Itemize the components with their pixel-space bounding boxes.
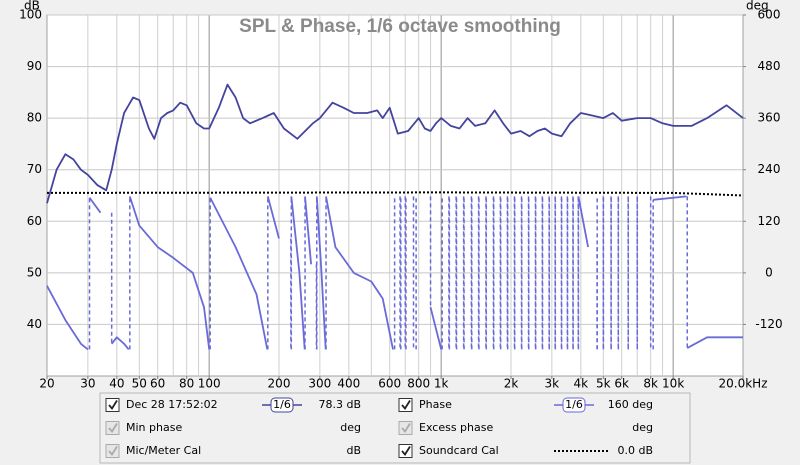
checkmark	[401, 423, 411, 434]
y-tick-label: 50	[27, 265, 42, 279]
y2-tick-label: 240	[758, 162, 781, 176]
legend-label: Excess phase	[419, 421, 493, 434]
x-tick-label: 50	[132, 377, 147, 391]
x-tick-label: 2k	[504, 377, 519, 391]
smoothing-label: 1/6	[565, 398, 583, 411]
y2-tick-label: 360	[758, 111, 781, 125]
x-tick-label: 100	[198, 377, 221, 391]
legend-label: Phase	[419, 398, 452, 411]
x-tick-label: 6k	[614, 377, 629, 391]
x-tick-label: 800	[407, 377, 430, 391]
legend-readout: 0.0 dB	[617, 444, 653, 457]
marks	[46, 83, 744, 351]
legend-readout: 160 deg	[608, 398, 653, 411]
checkmark	[401, 400, 411, 411]
x-tick-label: 60	[150, 377, 165, 391]
checkbox[interactable]	[105, 444, 120, 458]
legend-readout: 78.3 dB	[318, 398, 361, 411]
checkmark	[108, 400, 118, 411]
checkbox[interactable]	[105, 398, 120, 412]
legend-panel: Dec 28 17:52:02 1/6 78.3 dB Phase 1/6 160 deg…	[99, 392, 691, 464]
x-tick-label: 30	[80, 377, 95, 391]
plot-area	[46, 14, 744, 377]
x-tick-label: 10k	[662, 377, 684, 391]
x-tick-label: 8k	[643, 377, 658, 391]
y-tick-label: 100	[19, 8, 42, 22]
series-line	[46, 83, 744, 204]
x-tick-label: 3k	[545, 377, 560, 391]
x-tick-label: 1k	[434, 377, 449, 391]
smoothing-label: 1/6	[273, 398, 291, 411]
smoothing-box[interactable]	[270, 397, 294, 413]
y-tick-label: 60	[27, 214, 42, 228]
x-tick-label: 40	[109, 377, 124, 391]
y-tick-label: 70	[27, 162, 42, 176]
checkbox[interactable]	[105, 421, 120, 435]
x-tick-label: 20.0kHz	[719, 377, 768, 391]
x-tick-label: 400	[337, 377, 360, 391]
chart-title: SPL & Phase, 1/6 octave smoothing	[239, 16, 561, 37]
legend-readout: dB	[346, 444, 361, 457]
y-tick-label: 80	[27, 111, 42, 125]
x-tick-label: 300	[308, 377, 331, 391]
x-tick-label: 80	[179, 377, 194, 391]
y2-tick-label: 600	[758, 8, 781, 22]
checkmark	[108, 423, 118, 434]
checkbox[interactable]	[398, 444, 413, 458]
x-tick-label: 5k	[596, 377, 611, 391]
y-axis-unit: dB	[24, 0, 40, 13]
legend-readout: deg	[632, 421, 653, 434]
y2-axis-unit: deg	[746, 0, 769, 13]
y2-tick-label: 0	[765, 265, 773, 279]
x-tick-label: 4k	[574, 377, 589, 391]
y2-tick-label: 480	[758, 59, 781, 73]
legend-label: Mic/Meter Cal	[126, 444, 201, 457]
legend-readout: deg	[340, 421, 361, 434]
grid: 20 30 40 50 60 80 100 200 300 400 600 800 1k 2k 3k 4k 5k…	[19, 8, 783, 391]
series-line	[46, 191, 744, 197]
legend-label: Min phase	[126, 421, 182, 434]
x-tick-label: 20	[39, 377, 54, 391]
legend-label: Dec 28 17:52:02	[126, 398, 218, 411]
x-tick-label: 600	[378, 377, 401, 391]
legend-label: Soundcard Cal	[419, 444, 499, 457]
y2-tick-label: 120	[758, 214, 781, 228]
y2-tick-label: -120	[755, 317, 782, 331]
checkbox[interactable]	[398, 421, 413, 435]
y-tick-label: 40	[27, 317, 42, 331]
series-line	[46, 195, 743, 351]
checkmark	[108, 446, 118, 457]
smoothing-box[interactable]	[562, 397, 586, 413]
y-tick-label: 90	[27, 59, 42, 73]
x-tick-label: 200	[268, 377, 291, 391]
checkbox[interactable]	[398, 398, 413, 412]
checkmark	[401, 446, 411, 457]
